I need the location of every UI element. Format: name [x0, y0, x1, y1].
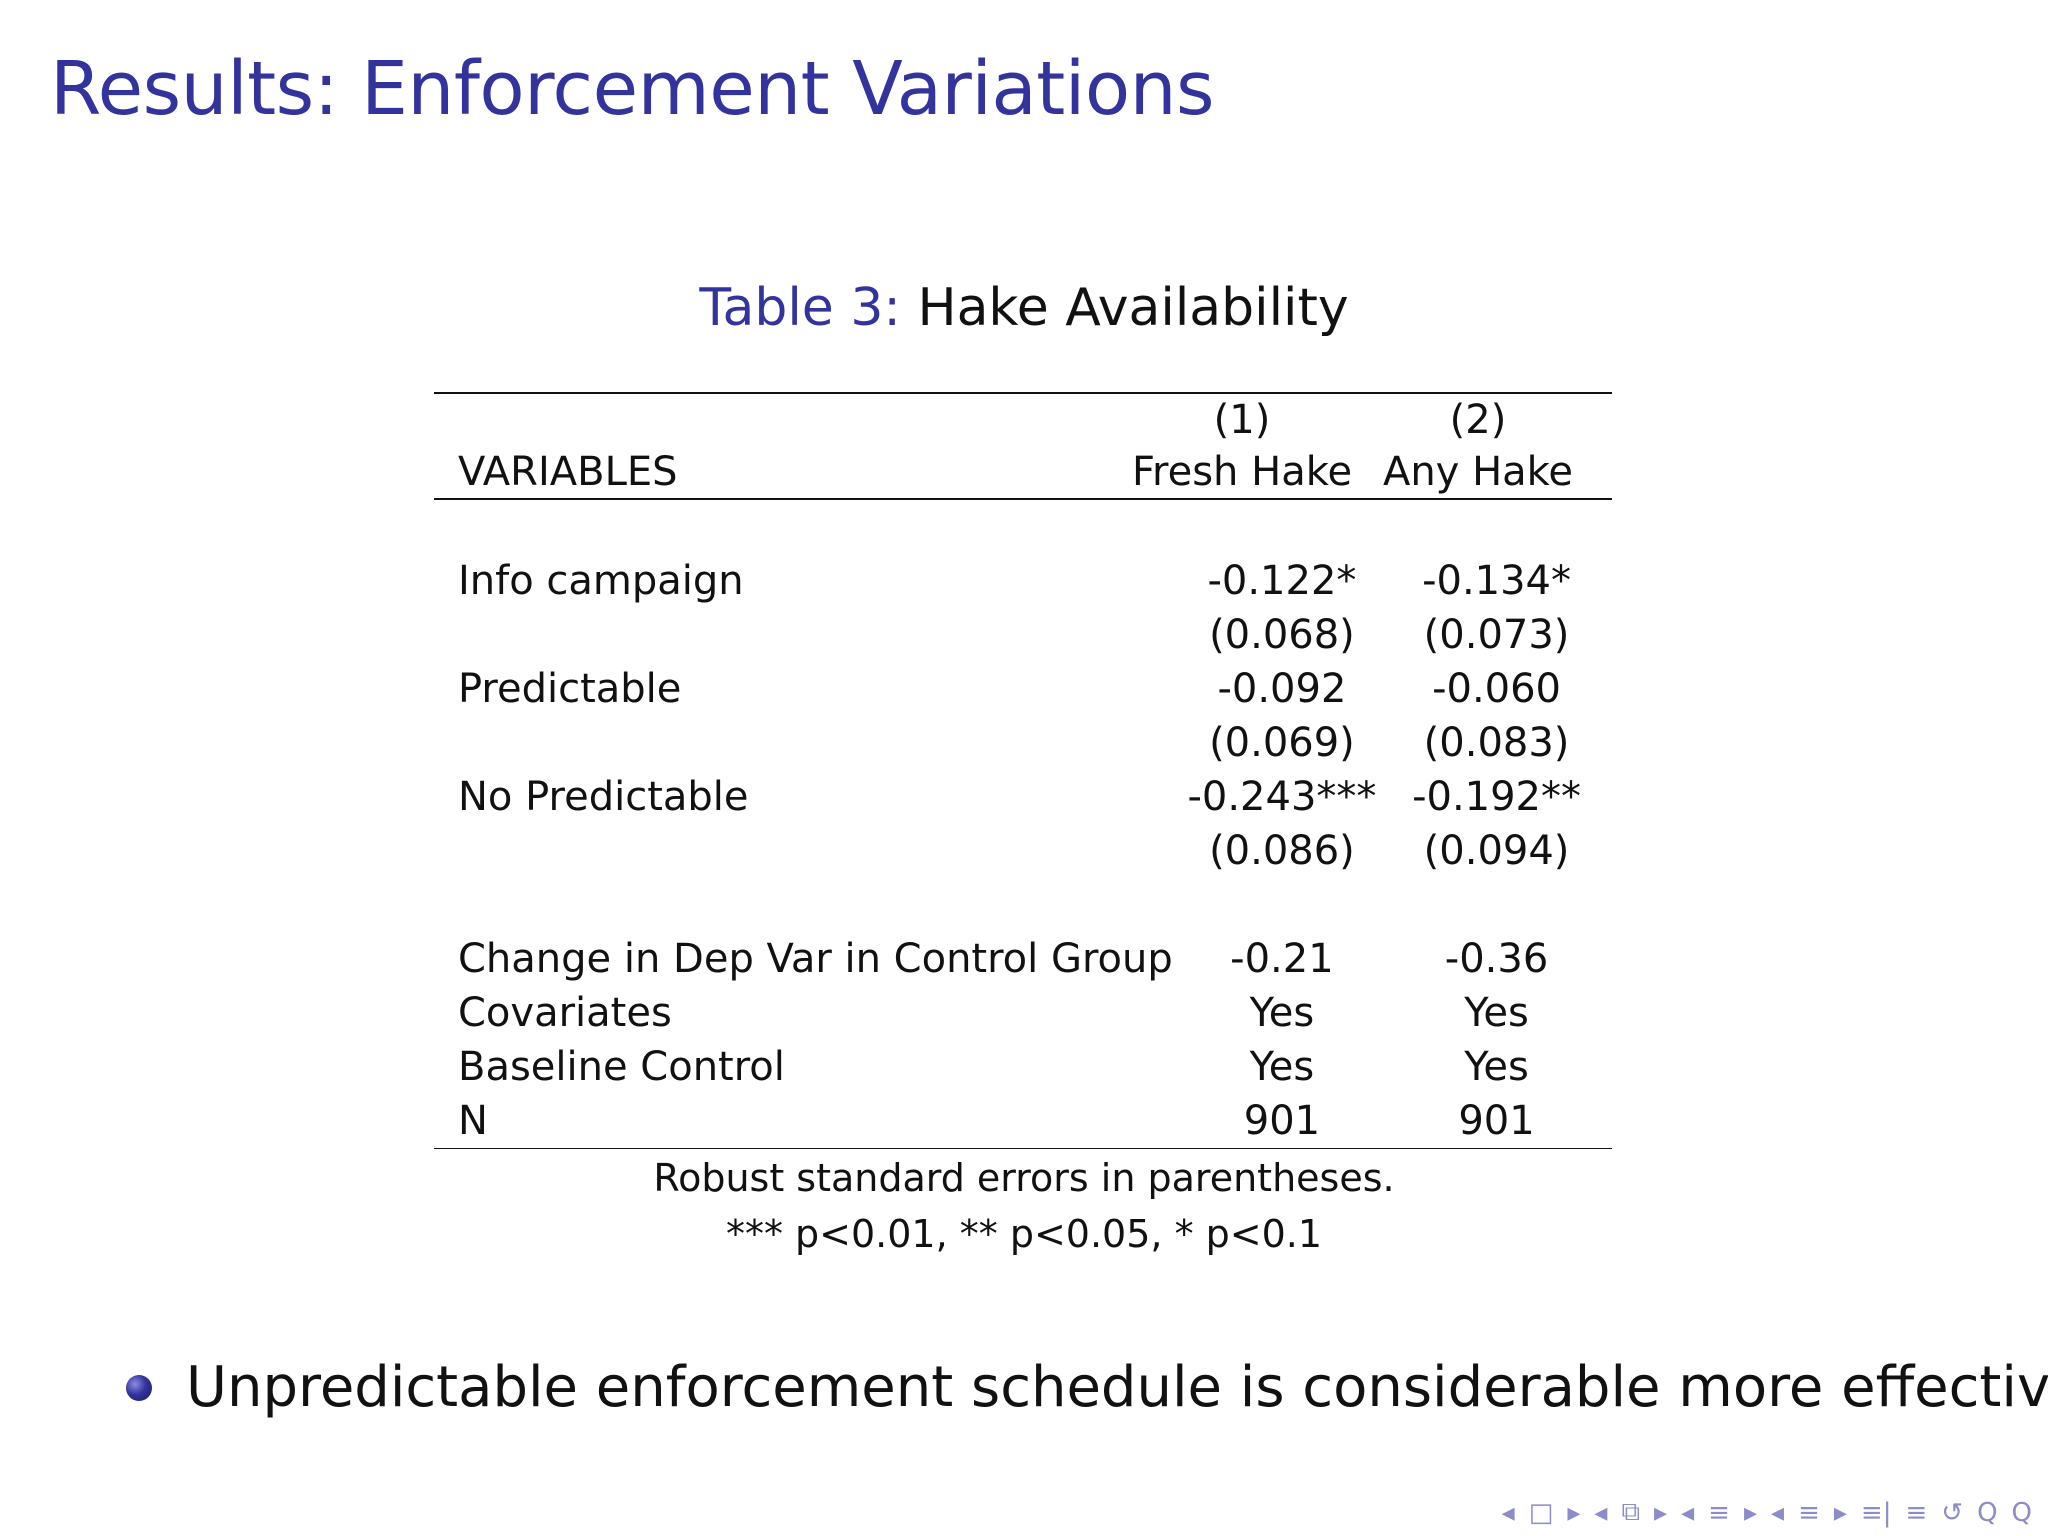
nav-doc-icon[interactable]: ≡ — [1798, 1497, 1820, 1528]
col-number: (2) — [1449, 397, 1507, 443]
top-rule — [434, 392, 1612, 394]
table-row: No Predictable -0.243*** -0.192** — [434, 770, 1612, 824]
table-row: Info campaign -0.122* -0.134* — [434, 554, 1612, 608]
variables-header: VARIABLES — [458, 449, 678, 495]
stats-cell: 901 — [1458, 1097, 1535, 1144]
col-name: Fresh Hake — [1131, 449, 1353, 495]
coef-cell: -0.192** — [1412, 773, 1582, 820]
results-table: (1) (2) VARIABLES Fresh Hake Any Hake In… — [434, 392, 1612, 1150]
stats-row: Change in Dep Var in Control Group -0.21… — [434, 932, 1612, 986]
row-label: Info campaign — [458, 557, 744, 604]
nav-next-subsection-icon[interactable]: ▸ — [1654, 1497, 1668, 1528]
coef-cell: -0.122* — [1207, 557, 1357, 604]
se-cell: (0.073) — [1423, 611, 1570, 658]
nav-search-icon[interactable]: Q — [1977, 1497, 1998, 1528]
stats-cell: -0.21 — [1230, 935, 1334, 982]
stats-cell: Yes — [1464, 1043, 1529, 1090]
nav-next-frame-icon[interactable]: ▸ — [1567, 1497, 1581, 1528]
stats-cell: Yes — [1464, 989, 1529, 1036]
stats-row: Baseline Control Yes Yes — [434, 1040, 1612, 1094]
table-caption-text: Hake Availability — [917, 278, 1349, 338]
se-cell: (0.069) — [1209, 719, 1355, 766]
bullet-dot-icon — [126, 1375, 152, 1401]
nav-prev-frame-icon[interactable]: ◂ — [1501, 1497, 1515, 1528]
nav-subsection-icon[interactable]: ⧉ — [1621, 1497, 1641, 1527]
table-row: Predictable -0.092 -0.060 — [434, 662, 1612, 716]
nav-frame-icon[interactable]: □ — [1528, 1497, 1554, 1528]
results-table-body: Info campaign -0.122* -0.134* (0.068) (0… — [434, 500, 1612, 1148]
stats-label: Covariates — [458, 989, 672, 1036]
nav-search-icon[interactable]: Q — [2011, 1497, 2032, 1528]
table-caption-label: Table 3: — [699, 278, 901, 338]
table-notes: Robust standard errors in parentheses. *… — [0, 1150, 2048, 1262]
nav-prev-doc-icon[interactable]: ◂ — [1771, 1497, 1785, 1528]
row-label: Predictable — [458, 665, 682, 712]
coef-cell: -0.060 — [1432, 665, 1562, 712]
stats-row: Covariates Yes Yes — [434, 986, 1612, 1040]
nav-section-icon[interactable]: ≡ — [1708, 1497, 1730, 1528]
table-row-se: (0.068) (0.073) — [434, 608, 1612, 662]
header-row-names: VARIABLES Fresh Hake Any Hake — [434, 446, 1612, 498]
col-number: (1) — [1213, 397, 1271, 443]
beamer-navigation: ◂ □ ▸ ◂ ⧉ ▸ ◂ ≡ ▸ ◂ ≡ ▸ ≡| ≡ ↺ Q Q — [1502, 1497, 2032, 1528]
table-note: Robust standard errors in parentheses. — [653, 1156, 1395, 1200]
coef-cell: -0.092 — [1217, 665, 1347, 712]
table-note: *** p<0.01, ** p<0.05, * p<0.1 — [725, 1212, 1323, 1256]
table-caption: Table 3: Hake Availability — [0, 282, 2048, 334]
bullet-item: Unpredictable enforcement schedule is co… — [126, 1360, 2048, 1416]
bottom-rule — [434, 1147, 1612, 1150]
row-label: No Predictable — [458, 773, 749, 820]
nav-prev-section-icon[interactable]: ◂ — [1681, 1497, 1695, 1528]
nav-next-section-icon[interactable]: ▸ — [1743, 1497, 1757, 1528]
se-cell: (0.068) — [1209, 611, 1355, 658]
stats-cell: Yes — [1249, 989, 1315, 1036]
nav-appendix-icon[interactable]: ≡| — [1860, 1497, 1892, 1528]
table-row-se: (0.086) (0.094) — [434, 824, 1612, 878]
nav-prev-subsection-icon[interactable]: ◂ — [1594, 1497, 1608, 1528]
stats-label: Change in Dep Var in Control Group — [458, 935, 1173, 982]
table-row-se: (0.069) (0.083) — [434, 716, 1612, 770]
stats-cell: -0.36 — [1444, 935, 1549, 982]
header-rule — [434, 498, 1612, 500]
se-cell: (0.094) — [1423, 827, 1570, 874]
stats-row: N 901 901 — [434, 1094, 1612, 1148]
stats-label: Baseline Control — [458, 1043, 785, 1090]
bullet-text: Unpredictable enforcement schedule is co… — [186, 1355, 2048, 1420]
header-row-numbers: (1) (2) — [434, 394, 1612, 446]
se-cell: (0.086) — [1209, 827, 1355, 874]
stats-cell: Yes — [1249, 1043, 1315, 1090]
nav-back-icon[interactable]: ↺ — [1941, 1497, 1964, 1528]
slide-title: Results: Enforcement Variations — [50, 46, 1215, 132]
nav-next-doc-icon[interactable]: ▸ — [1833, 1497, 1847, 1528]
results-table-grid: (1) (2) VARIABLES Fresh Hake Any Hake — [434, 394, 1612, 498]
stats-cell: 901 — [1243, 1097, 1321, 1144]
coef-cell: -0.134* — [1422, 557, 1572, 604]
col-name: Any Hake — [1382, 449, 1574, 495]
nav-outline-icon[interactable]: ≡ — [1905, 1497, 1928, 1528]
se-cell: (0.083) — [1423, 719, 1570, 766]
stats-label: N — [458, 1097, 488, 1144]
coef-cell: -0.243*** — [1187, 773, 1377, 820]
